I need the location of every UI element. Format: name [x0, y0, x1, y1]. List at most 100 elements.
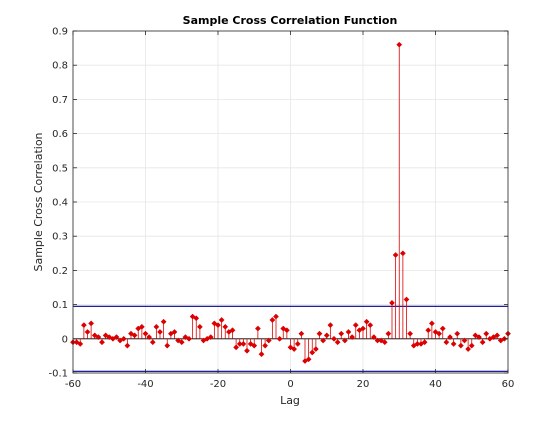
stem-marker — [345, 329, 352, 335]
stem-marker — [309, 349, 316, 356]
stem-marker — [193, 315, 200, 322]
y-axis-label: Sample Cross Correlation — [32, 132, 45, 271]
stem-marker — [273, 313, 279, 320]
stem-marker — [229, 327, 236, 334]
x-tick-label: 40 — [429, 379, 442, 390]
stem-marker — [439, 325, 446, 332]
y-tick-label: 0.5 — [52, 163, 68, 174]
stem-marker — [153, 323, 160, 330]
y-tick-label: 0.7 — [52, 95, 68, 106]
stem-marker — [207, 334, 214, 341]
stem-marker — [262, 342, 269, 349]
stem-marker — [403, 296, 410, 303]
stem-marker — [149, 339, 156, 346]
stem-marker — [443, 339, 450, 346]
stem-marker — [233, 344, 240, 351]
stem-marker — [294, 340, 301, 347]
x-tick-label: -60 — [65, 379, 81, 390]
stem-marker — [399, 250, 406, 257]
stem-marker — [157, 329, 163, 335]
stem-marker — [215, 322, 221, 329]
stem-marker — [392, 252, 399, 258]
stem-marker — [222, 323, 229, 330]
stem-marker — [454, 330, 461, 337]
stem-marker — [428, 320, 435, 327]
stem-marker — [265, 337, 272, 344]
stem-marker — [77, 340, 84, 347]
stem-marker — [283, 327, 290, 334]
stem-marker — [298, 330, 305, 337]
stem-marker — [461, 337, 468, 344]
stem-marker — [240, 340, 247, 347]
stem-marker — [436, 330, 443, 337]
stem-marker — [258, 351, 265, 358]
stem-marker — [407, 330, 414, 337]
stem-marker — [476, 334, 482, 341]
stem-marker — [396, 41, 403, 48]
y-tick-label: 0.9 — [52, 27, 68, 38]
stem-marker — [124, 342, 131, 349]
stem-marker — [131, 332, 138, 339]
stem-marker — [389, 299, 395, 306]
y-tick-label: 0.8 — [52, 61, 68, 72]
stem-marker — [363, 318, 370, 325]
stem-marker — [88, 320, 95, 327]
stem-marker — [450, 340, 457, 347]
y-tick-label: 0.6 — [52, 129, 68, 140]
stem-marker — [320, 337, 327, 344]
stem-marker — [425, 327, 432, 334]
x-tick-label: 20 — [357, 379, 370, 390]
x-axis-label: Lag — [280, 394, 300, 407]
stem-marker — [316, 330, 323, 337]
stem-marker — [80, 322, 87, 329]
y-tick-label: 0.4 — [52, 198, 68, 209]
stem-marker — [269, 317, 276, 323]
stem-marker — [120, 335, 127, 342]
stem-series — [70, 41, 511, 364]
x-tick-label: 60 — [502, 379, 515, 390]
stem-marker — [483, 330, 490, 337]
stem-marker — [178, 339, 185, 346]
stem-marker — [331, 335, 337, 342]
stem-marker — [349, 334, 356, 341]
stem-marker — [142, 330, 149, 337]
stem-marker — [218, 317, 225, 323]
stem-marker — [338, 330, 345, 337]
stem-marker — [465, 346, 472, 353]
stem-marker — [385, 330, 392, 337]
stem-marker — [494, 332, 501, 339]
stem-marker — [182, 334, 189, 341]
stem-marker — [305, 356, 312, 363]
x-axis-ticks: -60 -40 -20 0 20 40 60 — [65, 31, 515, 390]
stem-marker — [327, 322, 334, 329]
y-axis-ticks: -0.1 0 0.1 0.2 0.3 0.4 0.5 0.6 0.7 0.8 0.9 — [48, 27, 508, 380]
stem-marker — [457, 342, 464, 349]
stem-marker — [196, 323, 203, 330]
x-tick-label: -40 — [137, 379, 153, 390]
stem-marker — [370, 334, 377, 341]
stem-marker — [99, 339, 105, 346]
stem-marker — [468, 342, 475, 349]
stem-marker — [421, 339, 428, 346]
stem-marker — [367, 322, 374, 329]
x-tick-label: -20 — [210, 379, 226, 390]
stem-marker — [254, 325, 261, 332]
x-tick-label: 0 — [287, 379, 293, 390]
stem-marker — [360, 325, 366, 332]
stem-marker — [447, 334, 453, 341]
stem-marker — [276, 335, 283, 342]
chart-title: Sample Cross Correlation Function — [183, 14, 398, 27]
stem-marker — [352, 322, 359, 329]
stem-marker — [113, 334, 120, 341]
stem-marker — [84, 329, 91, 335]
stem-marker — [323, 332, 330, 339]
stem-marker — [95, 334, 102, 341]
stem-marker — [291, 346, 298, 353]
stem-marker — [244, 347, 250, 354]
y-tick-label: 0.3 — [52, 232, 68, 243]
y-tick-label: 0.2 — [52, 266, 68, 277]
stem-marker — [160, 318, 167, 325]
stem-marker — [381, 339, 388, 346]
